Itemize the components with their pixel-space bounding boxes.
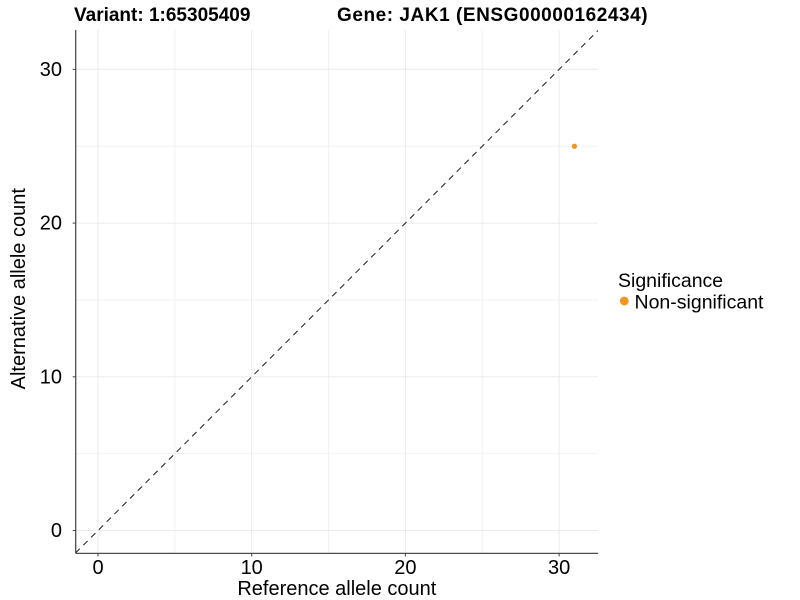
svg-text:30: 30: [40, 59, 62, 81]
svg-text:Significance: Significance: [618, 270, 723, 292]
svg-text:0: 0: [92, 557, 103, 579]
svg-text:20: 20: [394, 557, 416, 579]
svg-text:20: 20: [40, 213, 62, 235]
svg-text:Alternative allele count: Alternative allele count: [8, 188, 30, 390]
svg-text:Reference allele count: Reference allele count: [237, 578, 436, 600]
svg-text:0: 0: [51, 520, 62, 542]
svg-text:30: 30: [548, 557, 570, 579]
svg-text:Non-significant: Non-significant: [635, 292, 765, 314]
svg-text:10: 10: [40, 366, 62, 388]
svg-text:10: 10: [241, 557, 263, 579]
